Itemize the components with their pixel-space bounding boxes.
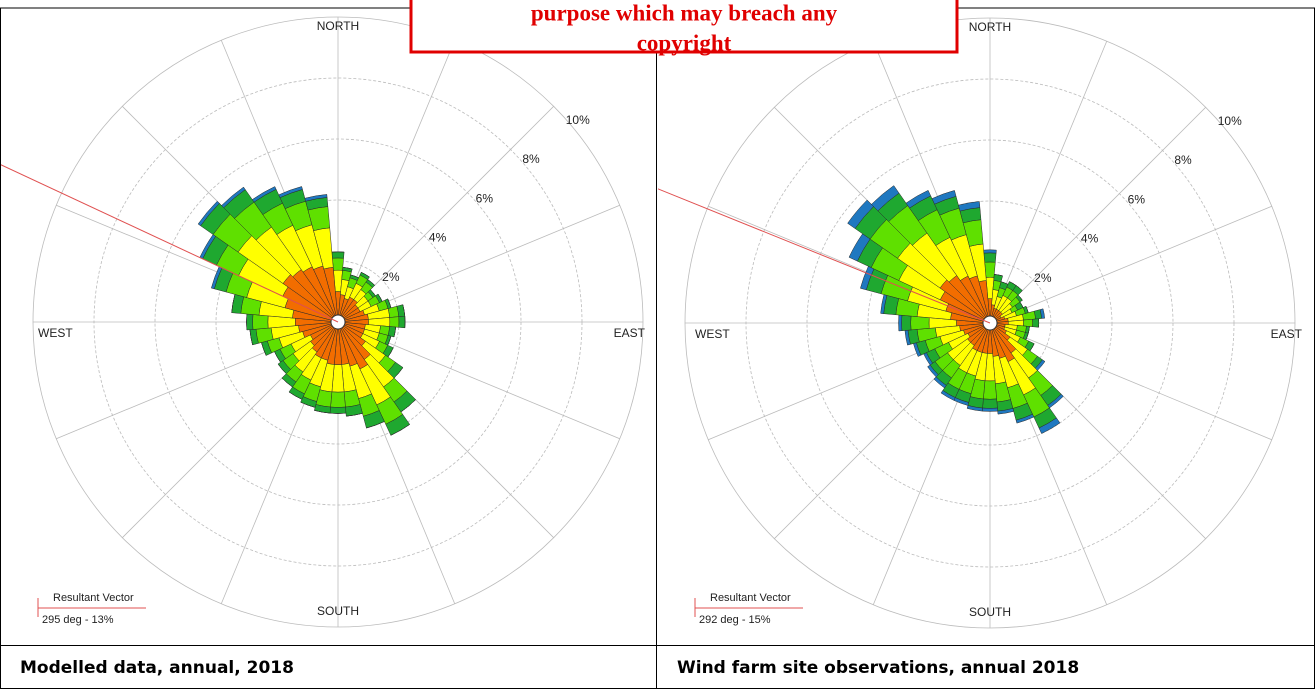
- wedge: [958, 201, 981, 212]
- grid-ring: [32, 16, 644, 628]
- r-tick-label: 2%: [382, 270, 400, 284]
- r-tick-label: 2%: [1034, 271, 1052, 285]
- wedge: [252, 314, 269, 330]
- spoke: [989, 322, 1272, 441]
- spoke: [989, 205, 1272, 324]
- wedge: [997, 408, 1014, 415]
- wedge: [367, 279, 375, 286]
- wedge: [278, 186, 303, 198]
- watermark-box: [409, 0, 959, 54]
- wedge: [330, 391, 346, 408]
- wedge: [931, 190, 957, 205]
- wedge: [905, 189, 932, 209]
- wedge: [1032, 318, 1040, 328]
- wedge: [246, 313, 254, 331]
- wedge: [342, 267, 353, 270]
- grid-ring: [215, 199, 461, 445]
- wedge: [982, 407, 998, 412]
- watermark: purpose which may breach any copyright: [409, 0, 959, 55]
- cardinal-label: SOUTH: [317, 604, 359, 618]
- wind-rose: 2% 4% 6% 8% 10% NORTH EAST SOUTH WEST Resultant V…: [1, 16, 646, 628]
- wedge: [871, 185, 900, 212]
- r-tick-label: 10%: [1218, 114, 1242, 128]
- legend-title: Resultant Vector: [53, 592, 134, 604]
- spoke: [337, 40, 456, 323]
- grid-ring: [867, 200, 1113, 446]
- cardinal-label: EAST: [614, 326, 646, 340]
- wedge: [983, 249, 997, 254]
- wedge: [966, 405, 983, 412]
- wedge: [983, 380, 997, 400]
- wedge: [994, 274, 1003, 277]
- wedge: [398, 315, 406, 329]
- legend-value: 295 deg - 13%: [42, 614, 114, 626]
- r-tick-label: 8%: [522, 152, 540, 166]
- spoke: [989, 107, 1206, 324]
- wedge: [304, 194, 328, 202]
- wedge: [1015, 413, 1035, 424]
- wedge: [1039, 308, 1045, 319]
- r-tick-label: 6%: [1128, 192, 1146, 206]
- wedge: [1023, 319, 1033, 327]
- wedge: [197, 200, 220, 227]
- wind-rose: 2% 4% 6% 8% 10% NORTH EAST SOUTH WEST Resultant V…: [658, 17, 1303, 629]
- resultant-vector: [658, 188, 991, 324]
- grid-ring: [684, 17, 1296, 629]
- spoke: [989, 41, 1108, 324]
- wedge: [1038, 417, 1061, 434]
- caption: Wind farm site observations, annual 2018: [677, 658, 1079, 678]
- legend-title: Resultant Vector: [710, 592, 791, 604]
- wedge: [982, 398, 998, 409]
- cardinal-label: NORTH: [969, 20, 1011, 34]
- wedge: [221, 186, 246, 209]
- r-tick-label: 6%: [476, 191, 494, 205]
- watermark-text: copyright: [637, 30, 732, 55]
- grid-ring: [806, 139, 1174, 507]
- cardinal-label: EAST: [1271, 327, 1303, 341]
- wedge: [277, 363, 287, 374]
- wedge: [927, 364, 939, 378]
- wedge: [361, 272, 370, 278]
- grid-ring: [93, 77, 583, 567]
- wedge: [1016, 285, 1023, 291]
- wedge: [288, 391, 303, 400]
- wedge: [346, 413, 363, 417]
- cardinal-label: WEST: [695, 327, 730, 341]
- resultant-vector: [1, 164, 339, 323]
- cardinal-label: NORTH: [317, 19, 359, 33]
- wedge: [933, 376, 947, 389]
- wedge: [940, 390, 956, 401]
- r-tick-label: 10%: [566, 113, 590, 127]
- wedge: [281, 377, 293, 388]
- cardinal-label: SOUTH: [969, 605, 1011, 619]
- wedge: [984, 261, 996, 278]
- wedge: [329, 406, 347, 414]
- wedge: [332, 257, 344, 271]
- wedge: [910, 315, 930, 331]
- wedge: [901, 315, 912, 331]
- r-tick-label: 8%: [1174, 153, 1192, 167]
- r-tick-label: 4%: [429, 231, 447, 245]
- wedge: [983, 252, 997, 263]
- grid-ring: [154, 138, 522, 506]
- wedge: [251, 186, 277, 203]
- legend-value: 292 deg - 15%: [699, 614, 771, 626]
- watermark-text: purpose which may breach any: [531, 0, 838, 25]
- wedge: [847, 199, 874, 229]
- caption: Modelled data, annual, 2018: [20, 658, 294, 678]
- panels: 2% 4% 6% 8% 10% NORTH EAST SOUTH WEST Resultant V…: [1, 16, 1303, 678]
- wedge: [331, 251, 345, 259]
- grid-ring: [745, 78, 1235, 568]
- wedge: [389, 316, 400, 328]
- wedge: [898, 314, 903, 332]
- r-tick-label: 4%: [1081, 232, 1099, 246]
- cardinal-label: WEST: [38, 326, 73, 340]
